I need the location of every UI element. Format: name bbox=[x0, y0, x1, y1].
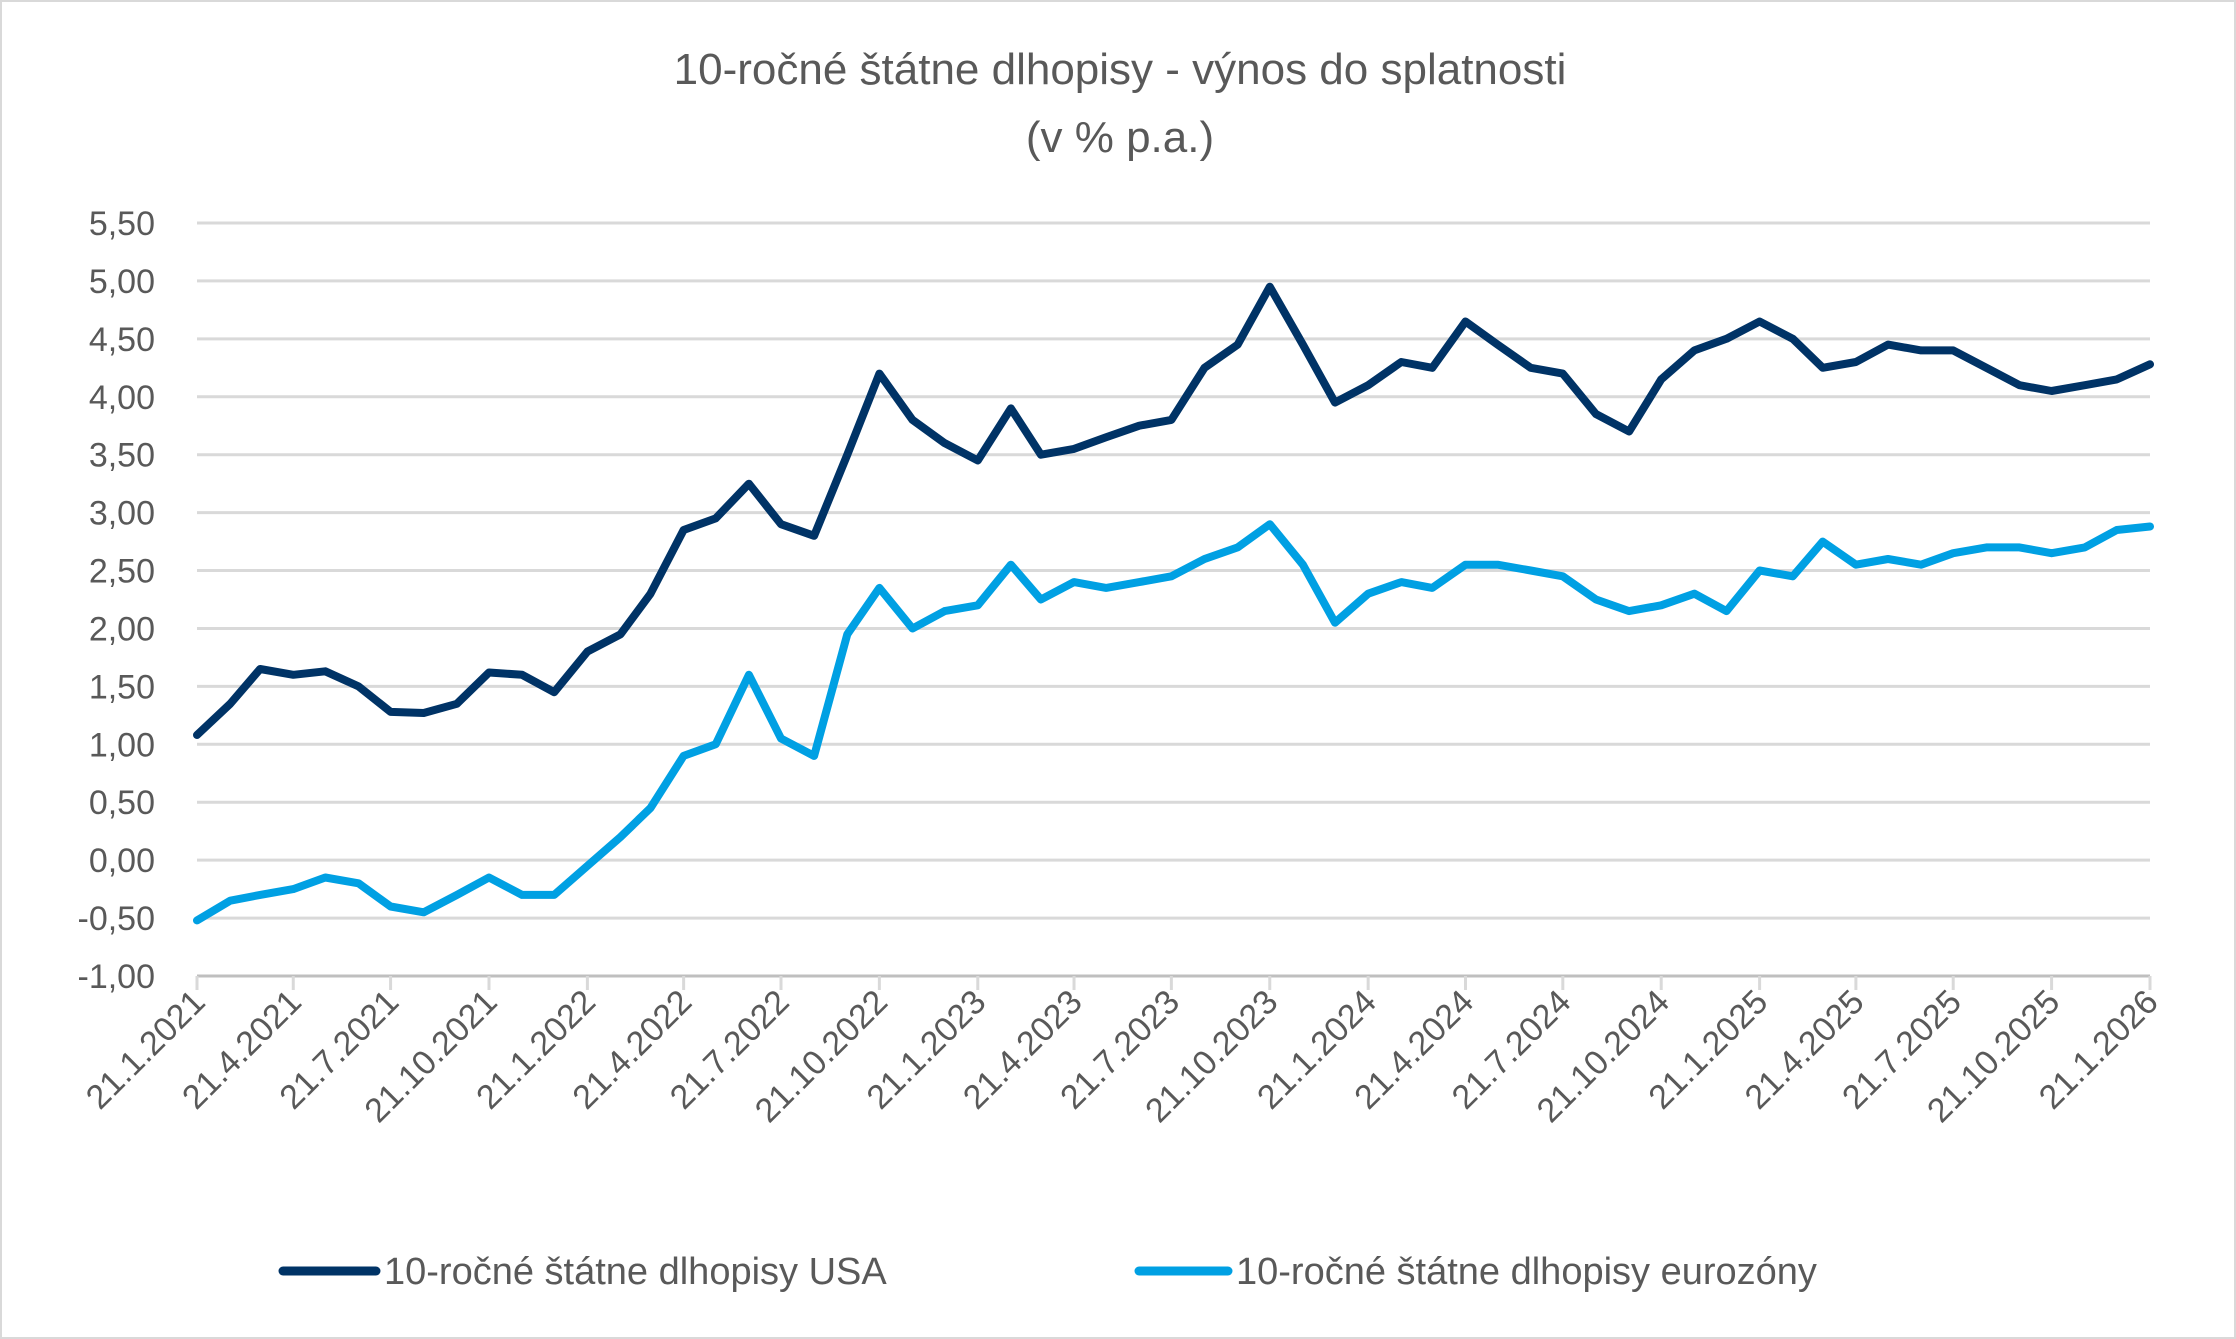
y-tick-label: 1,50 bbox=[89, 668, 155, 706]
y-tick-label: 5,50 bbox=[89, 205, 155, 243]
y-tick-label: 0,00 bbox=[89, 842, 155, 880]
y-tick-label: 4,00 bbox=[89, 379, 155, 417]
y-tick-label: 3,50 bbox=[89, 437, 155, 475]
chart-subtitle: (v % p.a.) bbox=[1026, 113, 1214, 162]
y-tick-label: 2,50 bbox=[89, 553, 155, 591]
y-tick-label: 3,00 bbox=[89, 495, 155, 533]
chart-title: 10-ročné štátne dlhopisy - výnos do spla… bbox=[674, 45, 1567, 94]
y-tick-label: -1,00 bbox=[78, 958, 156, 996]
y-tick-label: 1,00 bbox=[89, 726, 155, 764]
legend-label-eurozone: 10-ročné štátne dlhopisy eurozóny bbox=[1236, 1251, 1817, 1293]
y-tick-label: -0,50 bbox=[78, 900, 156, 938]
y-tick-label: 4,50 bbox=[89, 321, 155, 359]
y-tick-label: 5,00 bbox=[89, 263, 155, 301]
y-tick-label: 0,50 bbox=[89, 784, 155, 822]
legend: 10-ročné štátne dlhopisy USA 10-ročné št… bbox=[278, 1251, 1817, 1293]
y-tick-label: 2,00 bbox=[89, 610, 155, 648]
legend-label-usa: 10-ročné štátne dlhopisy USA bbox=[384, 1251, 887, 1293]
series-line-usa bbox=[193, 282, 2154, 739]
